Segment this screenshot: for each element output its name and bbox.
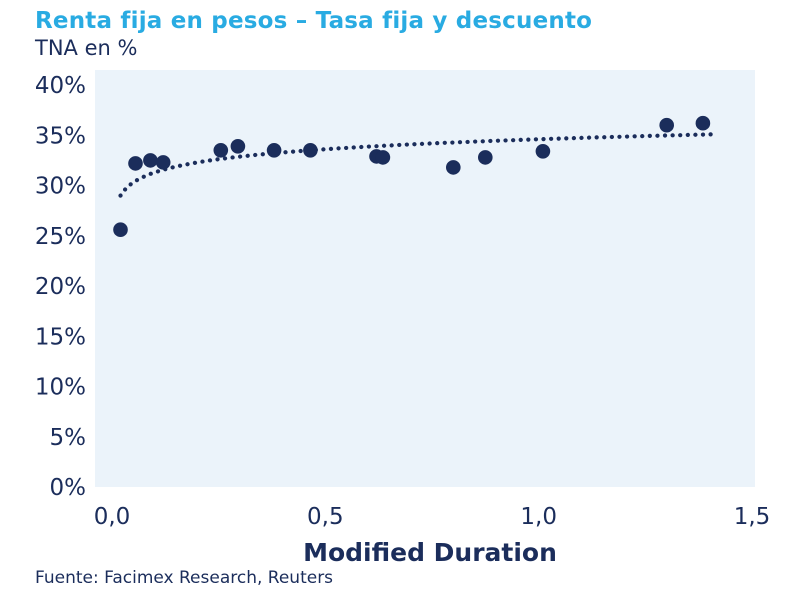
x-axis-label: Modified Duration — [303, 538, 557, 567]
y-tick-label: 40% — [35, 73, 86, 99]
data-point — [446, 160, 461, 175]
data-point — [303, 143, 318, 158]
data-point — [695, 115, 711, 131]
y-tick-label: 5% — [50, 425, 87, 451]
data-point — [213, 143, 229, 158]
plot-area — [95, 70, 755, 487]
data-point — [535, 144, 551, 159]
y-tick-label: 35% — [35, 123, 86, 149]
y-tick-label: 20% — [35, 274, 86, 300]
chart-subtitle: TNA en % — [35, 36, 138, 60]
x-tick-label: 0,0 — [94, 504, 131, 530]
data-point — [375, 150, 391, 165]
chart-card: Renta fija en pesos – Tasa fija y descue… — [0, 8, 800, 604]
data-point — [143, 153, 158, 168]
data-point — [230, 139, 246, 154]
data-point — [113, 222, 128, 237]
y-tick-label: 15% — [35, 324, 86, 350]
data-point — [155, 155, 171, 170]
data-point — [266, 143, 282, 158]
y-tick-label: 25% — [35, 224, 86, 250]
data-point — [128, 156, 143, 171]
data-point — [659, 117, 674, 133]
scatter-chart: 0% 5% 10% 15% 20% 25% 30% 35% 40% 0,0 0,5 1,0 1,5 Mod… — [35, 70, 771, 567]
trend-line — [118, 132, 720, 198]
source-note: Fuente: Facimex Research, Reuters — [35, 568, 334, 588]
y-tick-label: 0% — [50, 475, 87, 501]
y-tick-label: 10% — [35, 375, 86, 401]
x-tick-label: 1,0 — [520, 504, 557, 530]
y-tick-label: 30% — [35, 174, 86, 200]
x-tick-label: 0,5 — [307, 504, 344, 530]
x-tick-label: 1,5 — [734, 504, 771, 530]
chart-title: Renta fija en pesos – Tasa fija y descue… — [35, 8, 593, 34]
data-point — [478, 150, 493, 165]
